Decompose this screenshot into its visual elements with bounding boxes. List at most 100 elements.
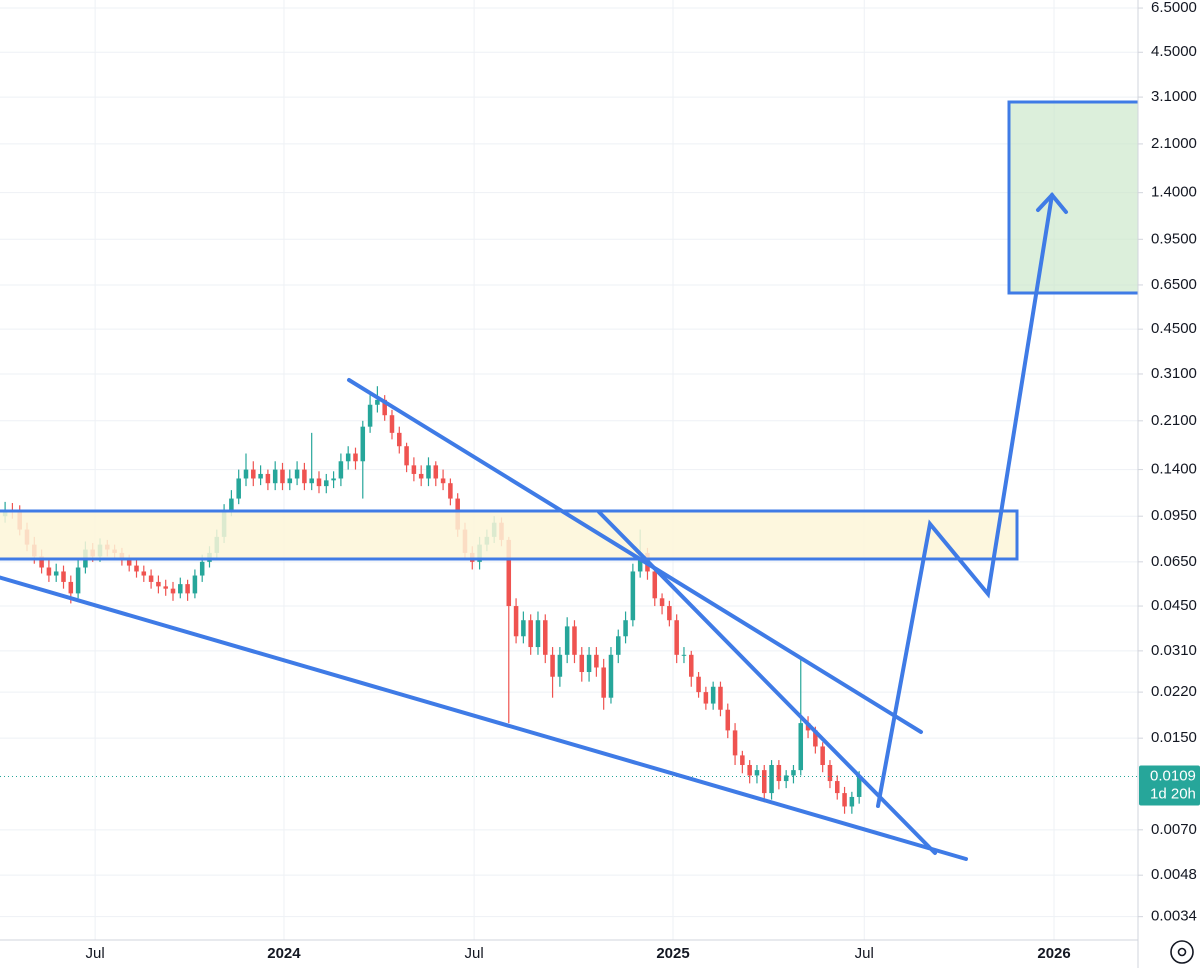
candle-body (360, 426, 366, 462)
candle-body (316, 478, 322, 487)
settings-button[interactable] (1170, 940, 1194, 964)
candle-body (75, 567, 81, 594)
candle-body (141, 571, 147, 576)
candle-body (134, 565, 139, 572)
candle-body (535, 620, 541, 648)
candle-body (689, 654, 694, 677)
candle-body (163, 586, 168, 589)
candle-body (696, 676, 701, 693)
y-tick-label: 0.0048 (1151, 866, 1197, 883)
candle-body (68, 581, 74, 594)
projection-path (876, 193, 1054, 808)
x-tick-label: 2026 (1037, 945, 1070, 962)
candle-body (827, 764, 833, 782)
candle-body (659, 598, 665, 607)
x-tick-label: 2024 (267, 945, 301, 962)
candle-body (243, 469, 249, 479)
candle-body (46, 567, 52, 576)
candle-body (856, 776, 862, 797)
time-axis-background (0, 940, 1138, 968)
candle-body (762, 770, 767, 794)
candle-body (345, 453, 351, 462)
candle-body (229, 498, 234, 511)
candle-body (39, 556, 44, 568)
candle-body (148, 575, 154, 582)
candle-body (506, 539, 512, 607)
candle-body (324, 480, 329, 487)
candle-body (126, 559, 132, 566)
candle-body (740, 755, 745, 765)
candle-body (616, 636, 621, 655)
candle-body (251, 469, 256, 479)
candle-body (732, 730, 738, 756)
candle-body (842, 793, 847, 807)
candle-body (513, 606, 519, 637)
settings-icon[interactable] (1170, 940, 1194, 964)
y-tick-label: 6.5000 (1151, 0, 1197, 16)
y-tick-label: 4.5000 (1151, 43, 1197, 60)
x-tick-label: Jul (465, 945, 484, 962)
y-tick-label: 0.6500 (1151, 276, 1197, 293)
candle-body (418, 473, 424, 479)
candle-body (528, 620, 533, 648)
y-tick-label: 0.2100 (1151, 412, 1197, 429)
support-line (0, 575, 968, 861)
axes: 6.5000 4.5000 3.1000 2.1000 1.4000 0.9500 0.65… (86, 0, 1200, 962)
candle-body (652, 571, 658, 599)
x-tick-label: 2025 (656, 945, 689, 962)
candle-body (302, 469, 307, 484)
candle-body (754, 770, 760, 776)
candle-body (265, 473, 271, 484)
candle-body (353, 453, 358, 462)
candle-body (674, 620, 679, 655)
candle-body (564, 626, 570, 655)
last-price-label: 0.0109 (1150, 768, 1196, 785)
candle-body (813, 730, 818, 747)
candle-body (630, 571, 636, 621)
resistance-zone (0, 509, 1019, 561)
candle-body (367, 404, 373, 427)
candle-body (185, 584, 190, 594)
candle-body (411, 465, 417, 474)
candle-body (156, 581, 161, 587)
candle-body (608, 654, 614, 698)
y-tick-label: 0.9500 (1151, 230, 1197, 247)
y-tick-label: 0.0220 (1151, 683, 1197, 700)
candle-body (783, 775, 789, 782)
candle-body (586, 654, 592, 673)
candle-body (594, 654, 599, 668)
candle-body (426, 465, 431, 479)
last-price-tag (1139, 765, 1200, 806)
y-tick-label: 0.3100 (1151, 365, 1197, 382)
drawings (0, 100, 1141, 861)
candle-body (849, 796, 855, 807)
candles (0, 386, 1138, 814)
candle-body (192, 575, 198, 594)
candle-body (397, 432, 402, 447)
candle-body (258, 473, 263, 479)
candle-body (557, 654, 563, 677)
candle-body (331, 478, 336, 481)
x-tick-label: Jul (86, 945, 105, 962)
candle-body (820, 746, 825, 765)
candle-body (61, 571, 66, 582)
y-tick-label: 0.0150 (1151, 729, 1197, 746)
candle-body (703, 692, 709, 704)
candle-body (776, 764, 782, 782)
candle-body (769, 764, 774, 794)
candle-body (178, 584, 183, 594)
y-tick-label: 0.0650 (1151, 553, 1197, 570)
y-tick-label: 0.0070 (1151, 821, 1197, 838)
candle-body (725, 709, 731, 731)
candle-body (433, 465, 439, 479)
candle-body (623, 620, 628, 637)
projection-arrowhead (1036, 191, 1068, 214)
candle-body (601, 667, 606, 698)
x-tick-label: Jul (855, 945, 874, 962)
candle-body (710, 686, 716, 704)
candle-body (338, 461, 344, 479)
candle-body (681, 654, 687, 656)
candle-body (382, 399, 387, 416)
candle-body (199, 561, 205, 576)
